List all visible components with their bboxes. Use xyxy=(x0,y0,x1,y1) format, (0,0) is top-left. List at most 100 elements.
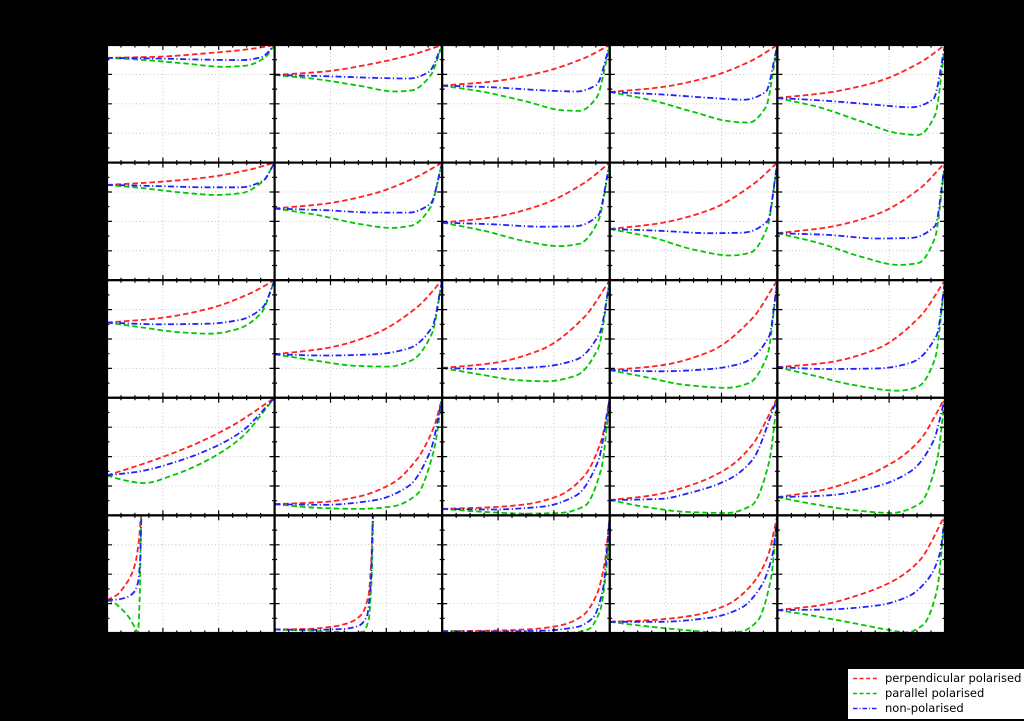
curve-parallel xyxy=(274,162,443,229)
gridlines xyxy=(609,162,778,281)
gridlines xyxy=(777,45,945,163)
gridlines xyxy=(107,515,275,633)
curve-perpendicular xyxy=(274,280,443,356)
legend-item-perpendicular: perpendicular polarised xyxy=(852,671,1021,686)
curve-non xyxy=(107,162,275,189)
curve-perpendicular xyxy=(274,515,443,631)
curve-perpendicular xyxy=(609,515,778,623)
gridlines xyxy=(609,397,778,516)
curve-non xyxy=(274,45,443,80)
subplot-r4c3 xyxy=(441,396,611,517)
plot-area xyxy=(274,162,443,281)
gridlines xyxy=(274,162,443,281)
subplot-r2c4 xyxy=(608,161,779,282)
gridlines xyxy=(442,45,610,163)
gridlines xyxy=(442,397,610,516)
curve-parallel xyxy=(442,280,610,383)
legend-label-non-polarised: non-polarised xyxy=(885,701,964,715)
tick-marks xyxy=(107,397,275,516)
green-dashed-line-icon xyxy=(853,692,877,695)
red-dashed-line-icon xyxy=(853,677,877,680)
curve-perpendicular xyxy=(777,280,946,369)
gridlines xyxy=(609,515,778,633)
curve-non xyxy=(442,162,610,228)
tick-marks xyxy=(107,45,275,163)
curve-parallel xyxy=(609,280,778,389)
gridlines xyxy=(274,45,443,163)
subplot-r3c4 xyxy=(608,279,779,399)
curve-non xyxy=(442,45,610,93)
subplot-r2c3 xyxy=(441,161,611,282)
tick-marks xyxy=(274,515,443,633)
curve-parallel xyxy=(777,280,946,392)
curve-parallel xyxy=(107,280,275,335)
curve-parallel xyxy=(274,515,443,634)
gridlines xyxy=(609,280,778,398)
curve-parallel xyxy=(609,162,778,257)
tick-marks xyxy=(609,162,778,281)
subplot-r2c1 xyxy=(105,161,276,282)
curve-perpendicular xyxy=(609,45,778,93)
gridlines xyxy=(274,515,443,633)
blue-dashdot-line-icon xyxy=(853,707,877,710)
subplot-r3c2 xyxy=(273,279,444,399)
plot-area xyxy=(274,45,443,163)
curve-non xyxy=(777,45,946,109)
curve-parallel xyxy=(107,397,275,485)
curve-perpendicular xyxy=(777,162,946,235)
subplot-r3c3 xyxy=(441,279,611,399)
subplot-r2c2 xyxy=(273,161,444,282)
curve-non xyxy=(274,280,443,357)
tick-marks xyxy=(274,162,443,281)
curve-perpendicular xyxy=(442,280,610,369)
plot-area xyxy=(107,162,275,281)
gridlines xyxy=(107,45,275,163)
legend-item-non-polarised: non-polarised xyxy=(852,701,1021,716)
tick-marks xyxy=(442,280,610,398)
gridlines xyxy=(442,280,610,398)
subplot-r1c4 xyxy=(608,43,779,164)
subplot-r4c4 xyxy=(608,396,779,517)
tick-marks xyxy=(107,515,275,633)
curve-perpendicular xyxy=(107,45,275,59)
curve-non xyxy=(442,515,610,633)
subplot-r2c5 xyxy=(776,161,947,282)
curve-perpendicular xyxy=(609,397,778,501)
curve-perpendicular xyxy=(609,162,778,230)
curve-non xyxy=(609,162,778,235)
curve-non xyxy=(609,515,778,623)
legend: perpendicular polarised parallel polaris… xyxy=(847,668,1024,720)
curve-non xyxy=(107,280,275,326)
plot-area xyxy=(107,280,275,398)
tick-marks xyxy=(777,515,945,633)
tick-marks xyxy=(777,45,945,163)
tick-marks xyxy=(274,45,443,163)
curve-non xyxy=(442,397,610,511)
curve-perpendicular xyxy=(107,397,275,477)
subplot-r4c5 xyxy=(776,396,947,517)
subplot-r5c5 xyxy=(776,514,947,635)
subplot-r1c1 xyxy=(105,43,276,164)
gridlines xyxy=(777,162,945,281)
curve-non xyxy=(609,397,778,501)
curve-parallel xyxy=(442,162,610,248)
curve-parallel xyxy=(777,162,946,266)
subplot-r1c3 xyxy=(441,43,611,164)
tick-marks xyxy=(442,45,610,163)
gridlines xyxy=(274,280,443,398)
curve-perpendicular xyxy=(107,280,275,324)
curve-non xyxy=(107,45,275,62)
subplot-r3c1 xyxy=(105,279,276,399)
plot-frame xyxy=(776,514,947,635)
tick-marks xyxy=(777,162,945,281)
tick-marks xyxy=(609,280,778,398)
curve-non xyxy=(609,45,778,101)
curve-perpendicular xyxy=(274,45,443,76)
tick-marks xyxy=(442,515,610,633)
gridlines xyxy=(274,397,443,516)
subplot-r1c2 xyxy=(273,43,444,164)
curve-non xyxy=(274,162,443,214)
curve-perpendicular xyxy=(609,280,778,372)
tick-marks xyxy=(274,397,443,516)
